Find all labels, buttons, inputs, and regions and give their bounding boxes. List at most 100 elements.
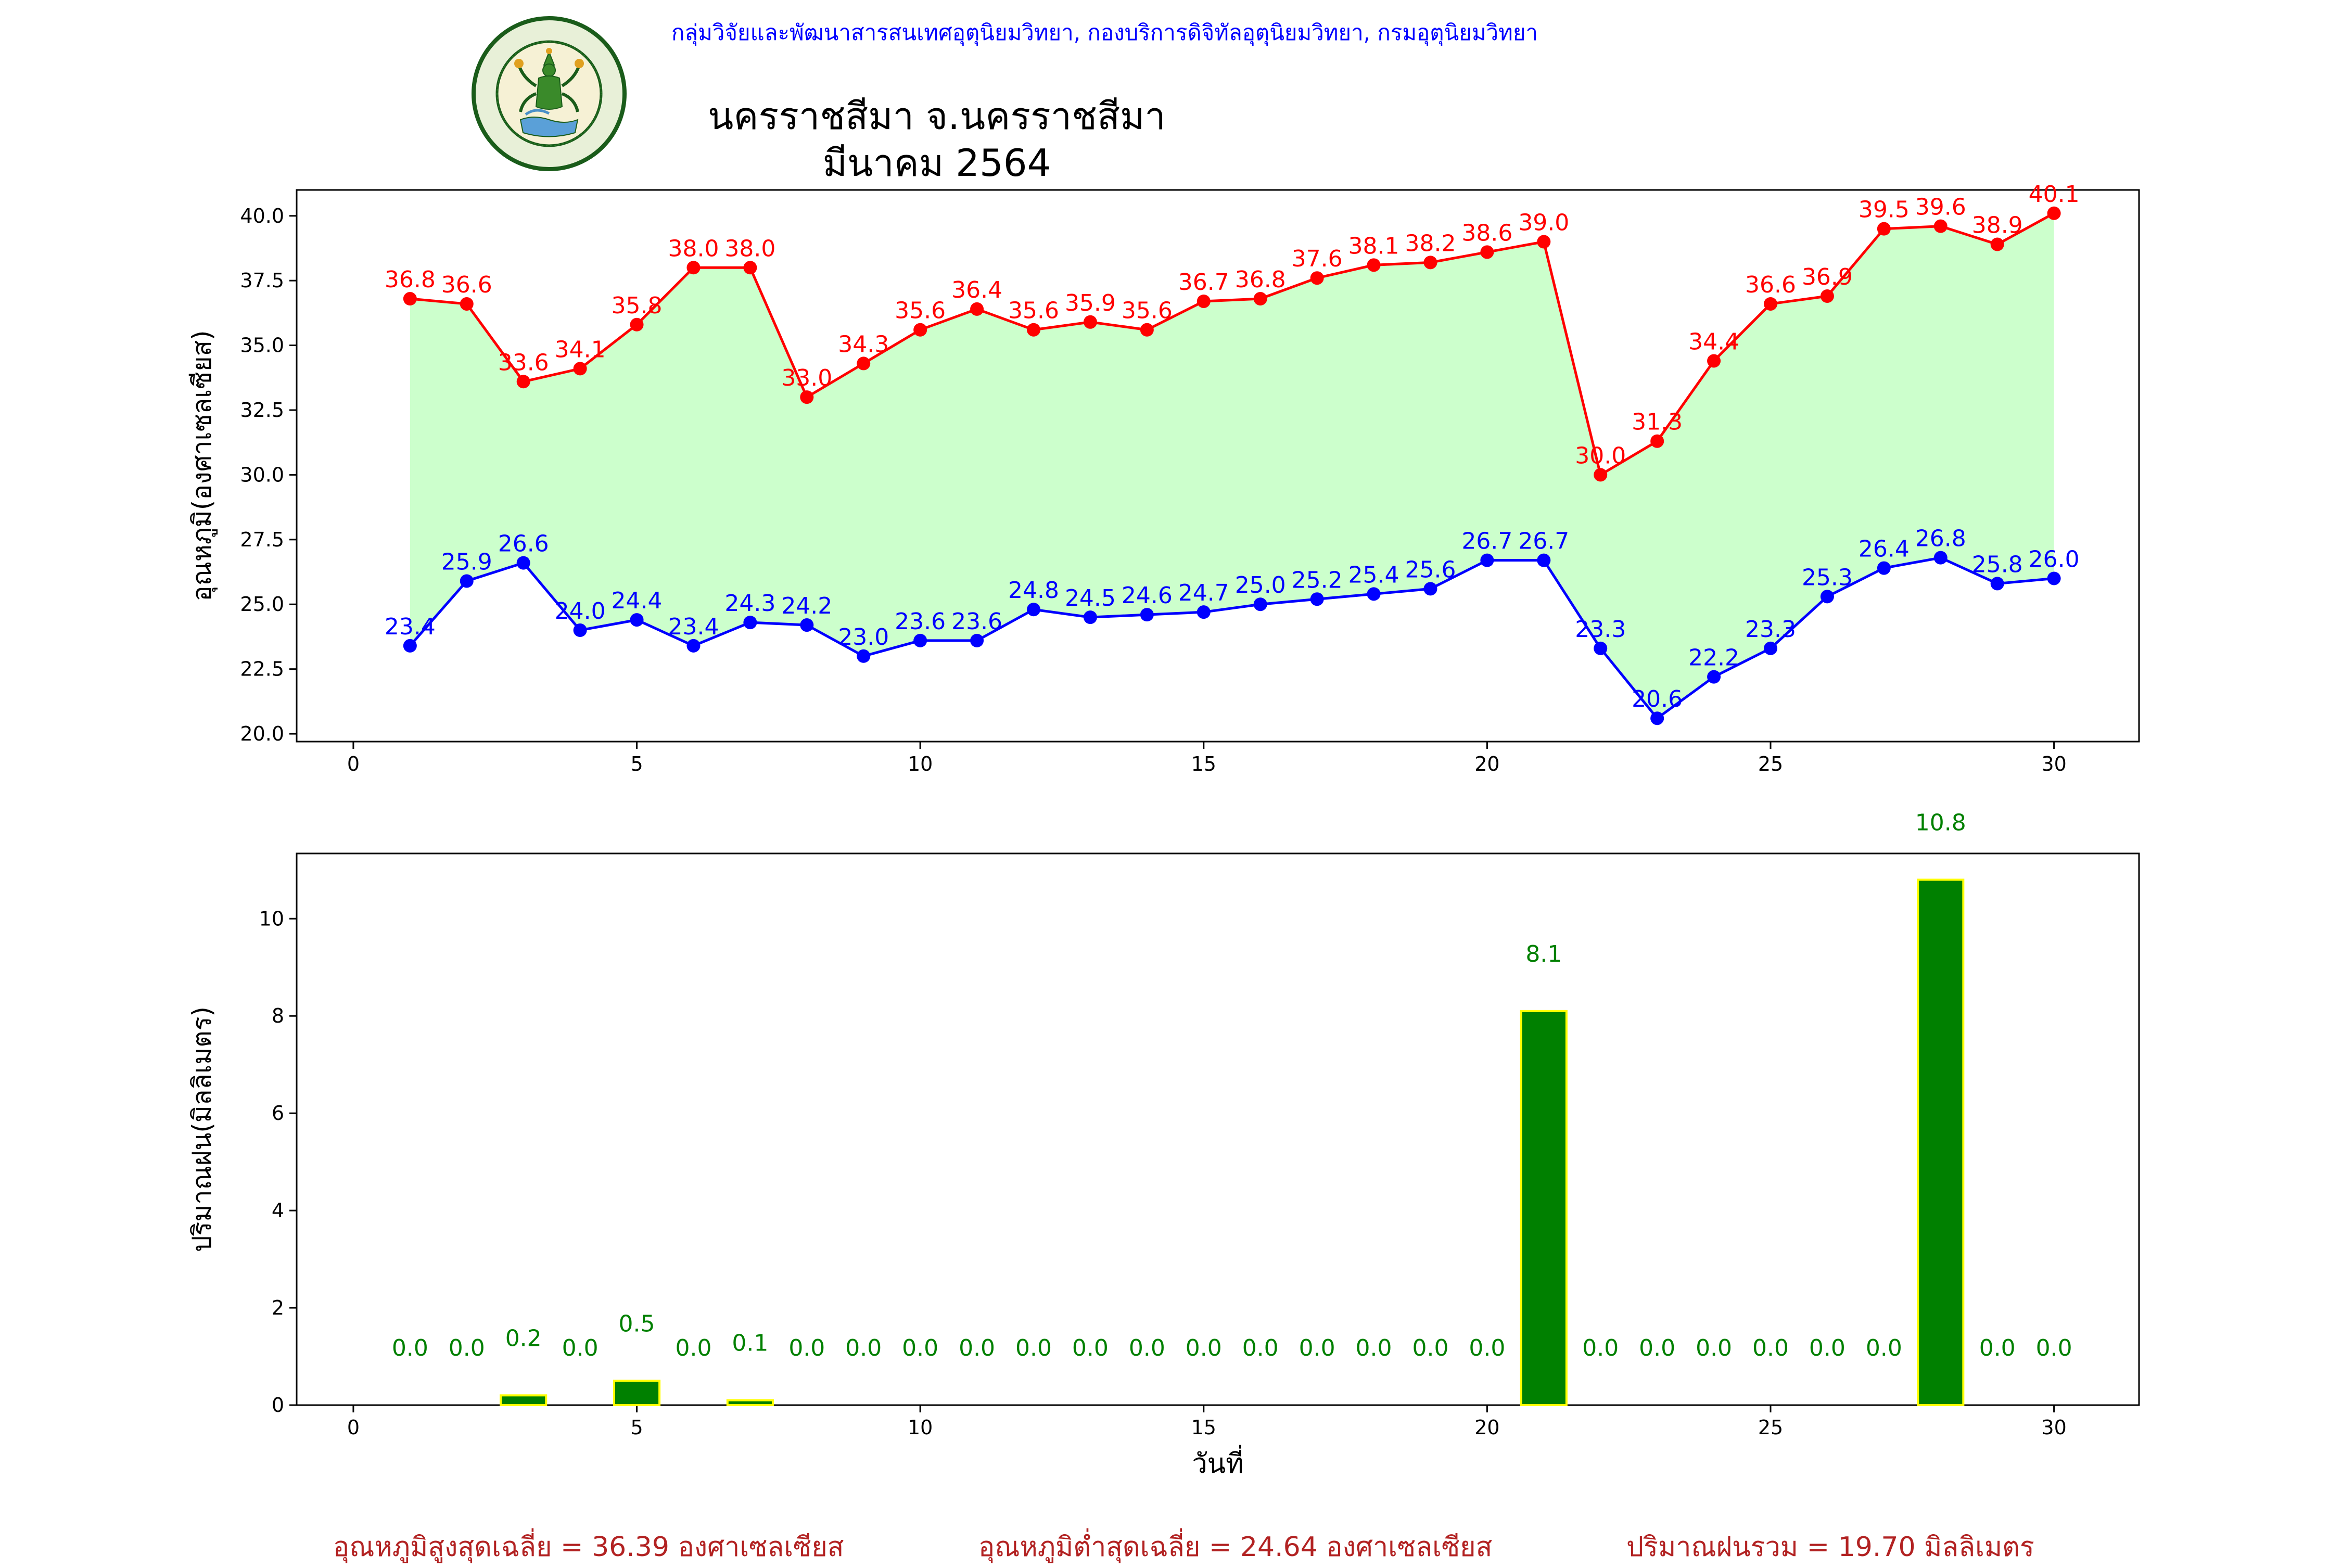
min-temp-data-label: 25.3: [1802, 564, 1853, 591]
rain-data-label: 0.0: [902, 1335, 938, 1361]
temperature-range-fill: [410, 213, 2054, 719]
rain-x-tick-label: 5: [630, 1416, 643, 1439]
rain-data-label: 0.1: [732, 1330, 768, 1357]
min-temp-data-label: 24.2: [781, 593, 832, 619]
temp-y-tick-label: 22.5: [240, 658, 284, 681]
max-temp-data-label: 38.2: [1405, 230, 1456, 257]
rain-data-label: 0.0: [392, 1335, 428, 1361]
rain-data-label: 0.5: [619, 1310, 655, 1337]
min-temp-data-label: 25.2: [1292, 567, 1343, 593]
max-temp-point: [1367, 258, 1381, 272]
min-temp-point: [460, 574, 474, 588]
temp-x-tick-label: 10: [908, 753, 933, 775]
max-temp-data-label: 36.8: [1235, 266, 1286, 293]
rain-data-label: 0.0: [1072, 1335, 1109, 1361]
min-temp-point: [686, 639, 701, 653]
max-temp-point: [403, 292, 417, 306]
min-temp-point: [800, 618, 814, 632]
max-temp-point: [1537, 235, 1551, 249]
max-temp-series-line: [410, 212, 2055, 477]
max-temp-point: [970, 302, 984, 316]
min-temp-data-label: 23.0: [838, 624, 889, 651]
avg-min-temp-summary: อุณหภูมิต่ำสุดเฉลี่ย = 24.64 องศาเซลเซีย…: [978, 1532, 1493, 1563]
max-temp-data-label: 36.9: [1802, 264, 1853, 290]
rain-data-label: 0.0: [1752, 1335, 1789, 1361]
rain-data-label: 0.0: [1809, 1335, 1845, 1361]
rain-x-tick-label: 20: [1474, 1416, 1499, 1439]
rain-y-tick-label: 2: [272, 1296, 284, 1319]
min-temp-data-label: 26.7: [1461, 528, 1512, 555]
temp-plot-frame: [296, 189, 2140, 743]
rain-bar: [1917, 878, 1965, 1406]
max-temp-data-label: 40.1: [2029, 181, 2080, 208]
rain-bar: [726, 1399, 774, 1407]
min-temp-data-label: 25.6: [1405, 556, 1456, 583]
rain-data-label: 0.0: [1979, 1335, 2016, 1361]
rain-data-label: 8.1: [1525, 941, 1562, 967]
min-temp-data-label: 23.6: [895, 608, 946, 635]
max-temp-data-label: 36.6: [1745, 272, 1796, 298]
max-temp-point: [1764, 297, 1777, 311]
rain-data-label: 0.0: [1186, 1335, 1222, 1361]
min-temp-point: [1877, 561, 1891, 575]
min-temp-point: [1764, 641, 1777, 655]
max-temp-data-label: 38.1: [1348, 233, 1399, 259]
max-temp-data-label: 38.0: [724, 235, 775, 262]
rain-data-label: 0.0: [788, 1335, 825, 1361]
min-temp-data-label: 22.2: [1688, 645, 1739, 671]
rain-data-label: 0.0: [1582, 1335, 1619, 1361]
rain-data-label: 0.0: [1356, 1335, 1392, 1361]
temp-x-tick-label: 25: [1758, 753, 1783, 775]
max-temp-data-label: 34.3: [838, 331, 889, 358]
min-temp-data-label: 25.9: [441, 549, 492, 575]
rain-data-label: 0.0: [1866, 1335, 1902, 1361]
min-temp-point: [1027, 603, 1040, 617]
rain-x-tick-label: 0: [347, 1416, 360, 1439]
max-temp-data-label: 33.0: [781, 365, 832, 391]
meteorological-department-seal: [472, 16, 627, 171]
max-temp-point: [1820, 289, 1834, 303]
min-temp-point: [1423, 582, 1437, 596]
rain-data-label: 0.0: [1412, 1335, 1448, 1361]
temp-y-tick-label: 37.5: [240, 269, 284, 292]
max-temp-point: [1253, 292, 1267, 306]
max-temp-point: [1310, 271, 1324, 285]
min-temp-point: [1650, 711, 1664, 725]
max-temp-data-label: 35.6: [1122, 298, 1173, 324]
rain-data-label: 10.8: [1915, 809, 1966, 836]
min-temp-point: [1367, 587, 1381, 601]
max-temp-data-label: 35.9: [1065, 290, 1116, 316]
rain-data-label: 0.0: [1696, 1335, 1732, 1361]
max-temp-point: [2047, 206, 2061, 220]
max-temp-point: [630, 317, 644, 332]
min-temp-data-label: 23.4: [385, 614, 436, 640]
temp-x-tick-label: 20: [1474, 753, 1499, 775]
max-temp-data-label: 36.7: [1178, 269, 1229, 296]
rain-data-label: 0.0: [562, 1335, 599, 1361]
max-temp-point: [1027, 323, 1040, 337]
max-temp-point: [857, 356, 871, 371]
min-temp-data-label: 24.6: [1122, 582, 1173, 609]
temp-x-tick-label: 30: [2041, 753, 2066, 775]
min-temp-point: [1537, 553, 1551, 567]
max-temp-data-label: 37.6: [1292, 246, 1343, 272]
min-temp-point: [516, 556, 530, 570]
rain-data-label: 0.0: [959, 1335, 995, 1361]
min-temp-data-label: 24.7: [1178, 580, 1229, 606]
rain-data-label: 0.0: [2036, 1335, 2072, 1361]
max-temp-point: [743, 261, 757, 275]
rainfall-chart: 0 5 10 15 20 25 30 0 2 4 6 8 10 ปริมาณฝน(มิลลิเมตร) วั…: [187, 809, 2140, 1480]
min-temp-data-label: 25.0: [1235, 572, 1286, 598]
max-temp-data-label: 38.6: [1461, 220, 1512, 246]
max-temp-data-label: 39.0: [1518, 210, 1569, 236]
max-temp-point: [516, 375, 530, 389]
rain-data-label: 0.0: [449, 1335, 485, 1361]
rain-bar: [500, 1394, 548, 1407]
rain-y-tick-label: 0: [272, 1394, 284, 1417]
organization-header: กลุ่มวิจัยและพัฒนาสารสนเทศอุตุนิยมวิทยา,…: [671, 20, 1538, 45]
max-temp-point: [1990, 237, 2004, 251]
min-temp-data-label: 26.6: [498, 531, 549, 557]
temp-y-tick-label: 30.0: [240, 463, 284, 486]
max-temp-data-label: 39.6: [1915, 194, 1966, 221]
rain-data-label: 0.0: [675, 1335, 711, 1361]
